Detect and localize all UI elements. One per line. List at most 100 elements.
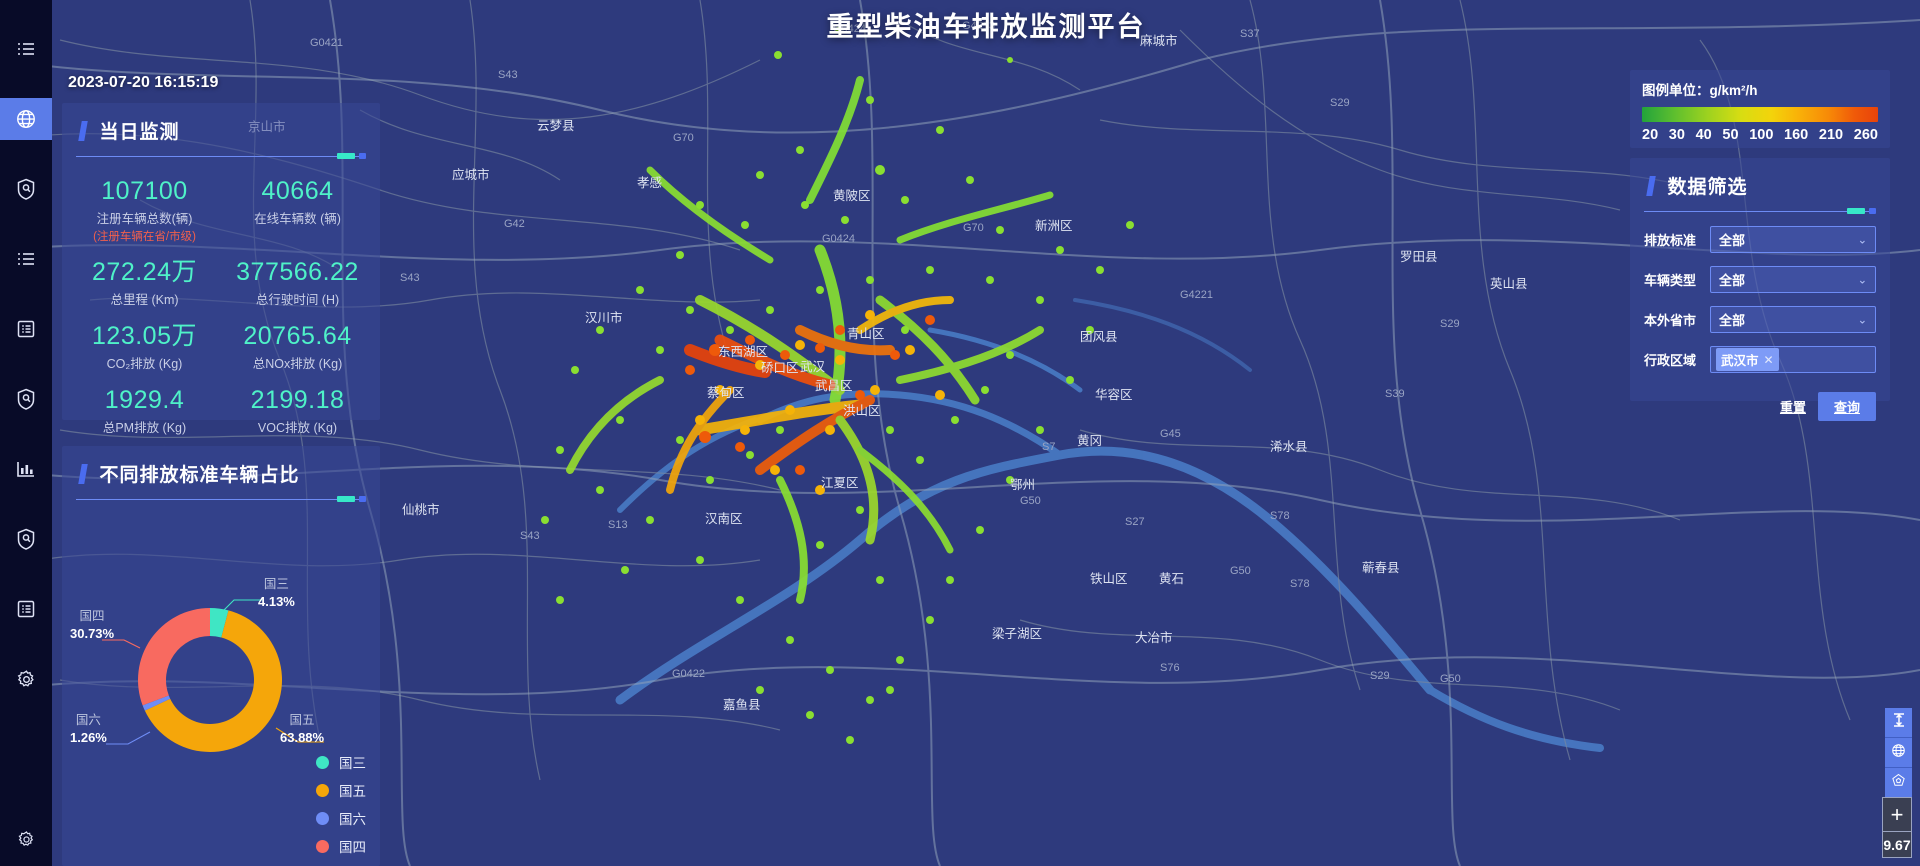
stat-value: 20765.64 (243, 322, 352, 350)
filter-actions: 重置 查询 (1630, 386, 1890, 421)
sidebar-item-menu[interactable] (0, 28, 52, 70)
globe-icon (15, 108, 37, 130)
sidebar-item-report[interactable] (0, 308, 52, 350)
donut-chart[interactable]: 国三 4.13% 国四 30.73% 国六 1.26% 国五 63.88% 国三 国五 国六 国四 (62, 500, 380, 860)
donut-label-percent: 4.13% (258, 593, 295, 609)
donut-label: 国四 30.73% (70, 608, 114, 642)
donut-label-percent: 1.26% (70, 729, 107, 745)
left-sidebar (0, 0, 52, 866)
filter-select-value: 全部 (1719, 313, 1746, 328)
legend-tick: 210 (1818, 127, 1844, 143)
measure-tool-button[interactable] (1885, 708, 1912, 738)
stat-label: 总PM排放 (Kg) (102, 421, 187, 435)
stat-cell: 1929.4 总PM排放 (Kg) (68, 380, 221, 442)
gear-icon (17, 830, 36, 854)
filter-row: 车辆类型 全部 ⌄ (1644, 266, 1876, 293)
filter-tag-input[interactable]: 武汉市 ✕ (1710, 346, 1876, 373)
stat-cell: 2199.18 VOC排放 (Kg) (221, 380, 374, 442)
legend-item[interactable]: 国四 (316, 836, 366, 856)
leader-line (221, 599, 262, 613)
donut-slice[interactable] (142, 695, 171, 711)
filter-select[interactable]: 全部 ⌄ (1710, 226, 1876, 253)
legend-tick: 50 (1722, 127, 1739, 143)
donut-legend[interactable]: 国三国五国六国四 (316, 752, 366, 856)
accent-bar-icon (1646, 176, 1656, 196)
donut-label: 国三 4.13% (258, 576, 295, 610)
sidebar-item-monitor-query[interactable] (0, 518, 52, 560)
query-button[interactable]: 查询 (1817, 392, 1876, 421)
stat-cell: 107100 注册车辆总数(辆) (注册车辆在省/市级) (68, 171, 221, 250)
donut-label-name: 国三 (263, 577, 289, 591)
donut-label-name: 国四 (79, 609, 105, 623)
sidebar-item-archive[interactable] (0, 588, 52, 630)
sidebar-item-settings[interactable] (0, 658, 52, 700)
legend-color-dot (316, 755, 329, 769)
sidebar-item-bottom-settings[interactable] (0, 830, 52, 854)
filter-label: 行政区域 (1644, 353, 1697, 368)
reset-button[interactable]: 重置 (1780, 397, 1806, 416)
accent-bar-icon (78, 121, 88, 141)
divider-dots-icon (1847, 208, 1876, 214)
panel-header: 当日监测 (62, 103, 380, 152)
leader-line (275, 727, 324, 743)
chevron-down-icon: ⌄ (1857, 234, 1867, 246)
daily-monitor-panel: 当日监测 107100 注册车辆总数(辆) (注册车辆在省/市级) 40664 在线车辆… (62, 103, 380, 435)
chevron-down-icon: ⌄ (1857, 314, 1867, 326)
sidebar-item-emission-query[interactable] (0, 378, 52, 420)
stat-cell: 123.05万 CO₂排放 (Kg) (68, 316, 221, 378)
page-header: 重型柴油车排放监测平台 (52, 0, 1920, 48)
legend-color-dot (316, 783, 329, 797)
legend-tick: 160 (1784, 127, 1809, 143)
globe-tool-button[interactable] (1885, 738, 1912, 768)
legend-tick: 20 (1642, 127, 1659, 143)
shield-search-icon (16, 178, 36, 200)
chevron-down-icon: ⌄ (1857, 274, 1867, 286)
layers-tool-button[interactable] (1885, 768, 1912, 798)
stat-value: 2199.18 (250, 386, 345, 414)
zoom-in-button[interactable]: + (1883, 798, 1911, 831)
legend-tick: 40 (1695, 127, 1712, 143)
legend-item[interactable]: 国六 (316, 808, 366, 828)
leader-line (106, 731, 151, 745)
data-filter-panel: 数据筛选 排放标准 全部 ⌄ 车辆类型 全部 ⌄ 本外省市 全部 ⌄ 行政区域 武汉市 ✕ 重置 查询 (1630, 158, 1890, 421)
layers-icon (1891, 773, 1906, 793)
filter-tag: 武汉市 ✕ (1716, 348, 1779, 371)
globe-icon (1891, 743, 1906, 763)
stat-label: 在线车辆数 (辆) (254, 212, 341, 226)
legend-label: 国六 (339, 812, 366, 827)
emission-standard-panel: 不同排放标准车辆占比 国三 4.13% 国四 30.73% 国六 1.26% 国五 63.88… (62, 446, 380, 866)
legend-color-dot (316, 839, 329, 853)
filter-row: 排放标准 全部 ⌄ (1644, 226, 1876, 253)
panel-title: 不同排放标准车辆占比 (99, 465, 300, 486)
panel-header: 不同排放标准车辆占比 (62, 446, 380, 495)
donut-slice[interactable] (138, 608, 210, 706)
panel-divider (76, 153, 366, 159)
filter-row: 本外省市 全部 ⌄ (1644, 306, 1876, 333)
panel-title: 当日监测 (99, 122, 180, 143)
sidebar-item-statistics[interactable] (0, 448, 52, 490)
stat-label: CO₂排放 (Kg) (106, 357, 183, 371)
stat-label: 总行驶时间 (H) (255, 293, 340, 307)
filter-tag-label: 武汉市 (1721, 354, 1759, 368)
stat-value: 40664 (261, 177, 334, 205)
panel-title: 数据筛选 (1667, 177, 1748, 198)
sidebar-item-map[interactable] (0, 98, 52, 140)
legend-label: 国三 (339, 756, 366, 771)
map-zoom-control: + 9.67 (1882, 797, 1912, 858)
sidebar-item-list[interactable] (0, 238, 52, 280)
legend-unit-label: 图例单位：g/km²/h (1642, 83, 1758, 98)
close-icon[interactable]: ✕ (1763, 352, 1774, 367)
panel-divider (76, 496, 366, 502)
donut-slice[interactable] (210, 608, 229, 638)
filter-select[interactable]: 全部 ⌄ (1710, 266, 1876, 293)
legend-item[interactable]: 国五 (316, 780, 366, 800)
filter-label: 车辆类型 (1644, 273, 1697, 288)
leader-line (102, 639, 141, 649)
legend-item[interactable]: 国三 (316, 752, 366, 772)
stat-cell: 20765.64 总NOx排放 (Kg) (221, 316, 374, 378)
filter-select[interactable]: 全部 ⌄ (1710, 306, 1876, 333)
donut-slice[interactable] (144, 610, 282, 752)
sidebar-item-vehicle-query[interactable] (0, 168, 52, 210)
map-tool-buttons (1885, 708, 1912, 798)
stat-label: 总NOx排放 (Kg) (252, 357, 343, 371)
